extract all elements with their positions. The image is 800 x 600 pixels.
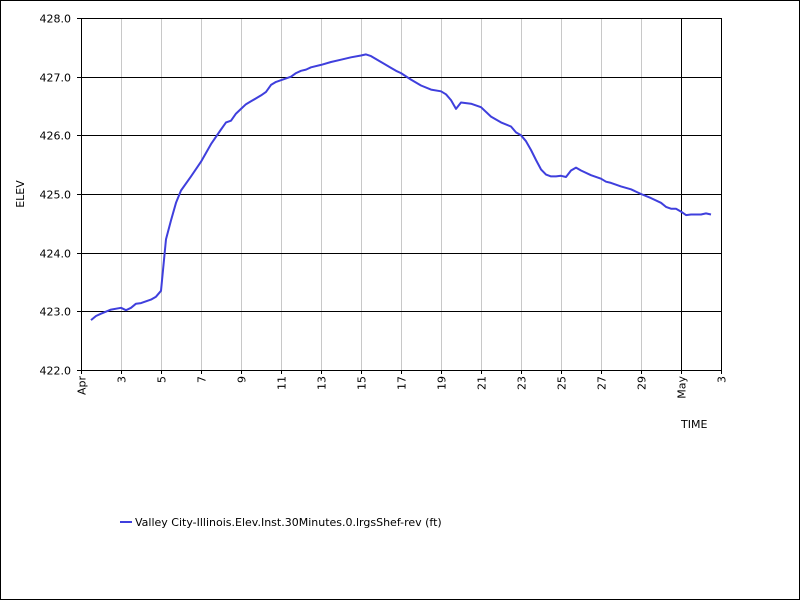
x-tick-label: May <box>676 376 689 399</box>
x-tick-label: 7 <box>196 376 209 383</box>
x-tick-label: 13 <box>316 376 329 390</box>
y-tick-label: 426.0 <box>40 130 72 143</box>
y-tick-labels: 422.0 423.0 424.0 425.0 426.0 427.0 428.0 <box>40 13 81 378</box>
x-tick-label: 15 <box>356 376 369 390</box>
x-tick-label: 25 <box>556 376 569 390</box>
x-tick-label: 9 <box>236 376 249 383</box>
legend: Valley City-Illinois.Elev.Inst.30Minutes… <box>120 514 442 530</box>
x-tick-label: 29 <box>636 376 649 390</box>
legend-label: Valley City-Illinois.Elev.Inst.30Minutes… <box>135 515 442 529</box>
x-tick-label: 3 <box>716 376 729 383</box>
y-tick-label: 425.0 <box>40 189 72 202</box>
x-tick-label: 17 <box>396 376 409 390</box>
x-tick-labels: Apr 3 5 7 9 11 13 15 17 19 21 23 25 27 29 May 3 <box>76 370 729 399</box>
x-axis-title: TIME <box>680 418 707 431</box>
x-tick-label: Apr <box>76 376 89 396</box>
y-axis-title: ELEV <box>14 180 27 208</box>
legend-swatch <box>120 521 132 523</box>
y-tick-label: 424.0 <box>40 248 72 261</box>
series-line <box>90 53 712 321</box>
x-tick-label: 21 <box>476 376 489 390</box>
series-layer <box>90 53 712 321</box>
y-tick-label: 427.0 <box>40 72 72 85</box>
x-tick-label: 11 <box>276 376 289 390</box>
x-tick-label: 27 <box>596 376 609 390</box>
x-tick-label: 19 <box>436 376 449 390</box>
y-tick-label: 428.0 <box>40 13 72 26</box>
y-tick-label: 423.0 <box>40 306 72 319</box>
x-tick-label: 3 <box>116 376 129 383</box>
x-tick-label: 5 <box>156 376 169 383</box>
y-tick-label: 422.0 <box>40 365 72 378</box>
x-tick-label: 23 <box>516 376 529 390</box>
grid-layer <box>81 18 721 370</box>
